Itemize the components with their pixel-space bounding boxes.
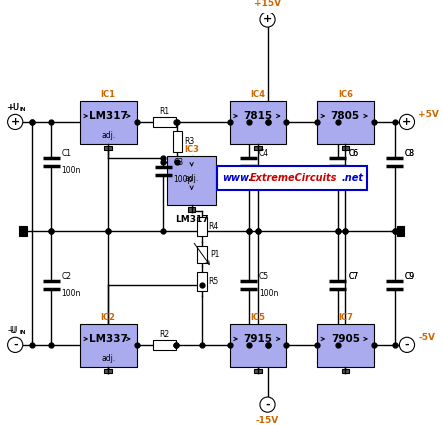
Circle shape (260, 397, 275, 412)
Bar (19, 226, 27, 236)
Text: R2: R2 (159, 330, 169, 339)
Text: LM337: LM337 (89, 334, 128, 344)
Text: -U: -U (8, 326, 17, 335)
Text: IN: IN (19, 108, 26, 113)
Bar (396, 226, 404, 236)
Text: C5: C5 (259, 272, 269, 281)
Text: 7805: 7805 (331, 111, 360, 121)
Text: C1: C1 (62, 149, 72, 158)
Text: R3: R3 (184, 137, 194, 146)
Text: C7: C7 (348, 272, 358, 281)
Text: IC6: IC6 (338, 90, 353, 99)
Bar (80, 324, 136, 367)
Text: +: + (11, 117, 20, 127)
Bar (197, 272, 207, 291)
Bar (317, 101, 374, 144)
Text: 7815: 7815 (244, 111, 272, 121)
Text: -15V: -15V (256, 416, 279, 425)
Text: C8: C8 (405, 149, 415, 158)
Text: C6: C6 (348, 149, 358, 158)
Text: IC2: IC2 (101, 313, 116, 322)
Bar (342, 368, 349, 373)
Bar (197, 246, 207, 263)
Circle shape (8, 337, 23, 352)
Text: C2: C2 (62, 272, 72, 281)
Text: C9: C9 (405, 272, 415, 281)
Text: C7: C7 (348, 272, 358, 281)
Text: IN: IN (19, 330, 26, 335)
Bar (188, 207, 195, 212)
Circle shape (400, 114, 415, 130)
Text: 7915: 7915 (244, 334, 272, 344)
Text: 7905: 7905 (331, 334, 360, 344)
Bar (80, 101, 136, 144)
Bar (317, 324, 374, 367)
Bar (197, 217, 207, 236)
Bar (105, 368, 112, 373)
Text: -: - (13, 340, 18, 350)
Text: R4: R4 (209, 222, 219, 231)
Text: 100n: 100n (62, 166, 81, 175)
Text: .net: .net (341, 173, 363, 183)
Text: LM317: LM317 (89, 111, 128, 121)
Text: -: - (265, 400, 270, 410)
Text: IC4: IC4 (251, 90, 265, 99)
Text: C8: C8 (405, 149, 415, 158)
Text: IC5: IC5 (251, 313, 265, 322)
Text: ExtremeCircuits: ExtremeCircuits (249, 173, 337, 183)
Bar (173, 131, 182, 152)
Bar (153, 340, 175, 350)
Circle shape (260, 12, 275, 27)
Text: IN: IN (19, 108, 26, 113)
Text: IN: IN (19, 330, 26, 335)
Text: C4: C4 (259, 149, 269, 158)
Text: +U: +U (8, 103, 19, 113)
Text: IC3: IC3 (184, 145, 199, 154)
Text: www.: www. (222, 173, 252, 183)
Bar (254, 368, 262, 373)
Text: +: + (263, 14, 272, 25)
Text: C3: C3 (174, 159, 184, 167)
Bar (229, 101, 287, 144)
Circle shape (400, 337, 415, 352)
Text: +: + (402, 117, 412, 127)
Text: 100n: 100n (259, 166, 278, 175)
Bar (254, 146, 262, 150)
Bar (105, 146, 112, 150)
Text: 100n: 100n (259, 289, 278, 298)
Text: IC7: IC7 (338, 313, 353, 322)
Text: C6: C6 (348, 149, 358, 158)
Text: +U: +U (6, 103, 19, 113)
Text: LM317: LM317 (175, 215, 209, 224)
Text: adj.: adj. (184, 174, 199, 183)
Circle shape (8, 114, 23, 130)
Bar (342, 146, 349, 150)
Text: +5V: +5V (418, 110, 439, 119)
Text: P1: P1 (210, 250, 220, 259)
Text: adj.: adj. (101, 131, 115, 140)
Text: IC1: IC1 (101, 90, 116, 99)
Bar (167, 156, 216, 205)
Text: +15V: +15V (254, 0, 281, 8)
Text: -U: -U (9, 326, 17, 335)
Text: 100n: 100n (62, 289, 81, 298)
Text: adj.: adj. (101, 354, 115, 363)
Text: 100p: 100p (174, 175, 193, 184)
Text: C9: C9 (405, 272, 415, 281)
Bar (153, 117, 175, 127)
Bar (229, 324, 287, 367)
Text: -5V: -5V (418, 333, 435, 342)
Text: R5: R5 (209, 277, 219, 286)
Text: -: - (404, 340, 409, 350)
Text: R1: R1 (159, 107, 169, 116)
Bar (217, 166, 367, 190)
